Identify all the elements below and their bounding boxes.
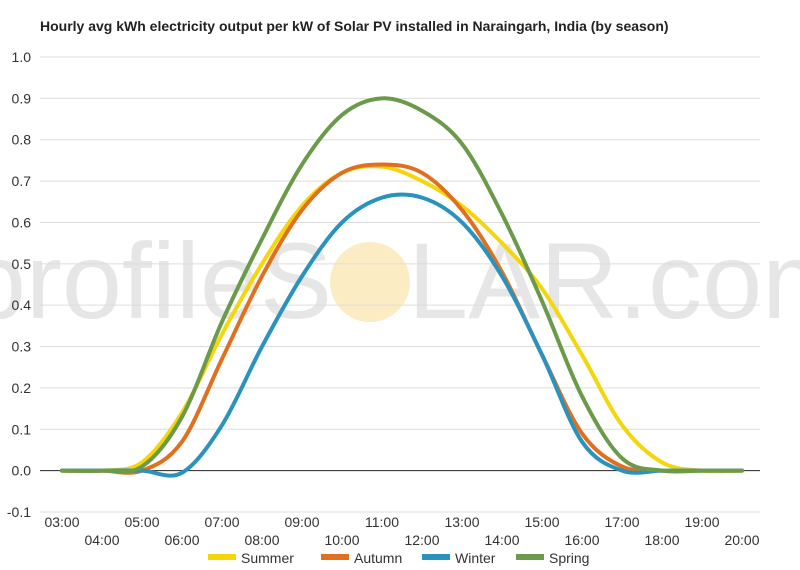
y-axis: 1.0 0.9 0.8 0.7 0.6 0.5 0.4 0.3 0.2 0.1 0.0 -0.1 [7,49,31,520]
x-tick-label: 05:00 [124,514,159,530]
x-tick-label: 15:00 [524,514,559,530]
series-line-summer [60,164,744,474]
series-line-spring [60,96,744,474]
watermark-text-right: LAR.com [408,220,800,341]
series-line-autumn [60,162,744,475]
x-tick-label: 06:00 [164,532,199,548]
legend-swatch-summer [208,554,236,560]
x-tick-label: 03:00 [44,514,79,530]
legend-label-spring: Spring [549,550,589,566]
series-lines [60,96,744,478]
y-tick-label: 1.0 [12,49,32,65]
y-tick-label: 0.3 [12,339,32,355]
legend-swatch-winter [422,554,450,560]
legend-label-autumn: Autumn [354,550,402,566]
y-tick-label: 0.4 [12,297,32,313]
y-tick-label: -0.1 [7,504,31,520]
x-tick-label: 08:00 [244,532,279,548]
y-tick-label: 0.6 [12,214,32,230]
chart-title: Hourly avg kWh electricity output per kW… [40,18,669,34]
y-tick-label: 0.0 [12,463,32,479]
legend-swatch-autumn [321,554,349,560]
y-tick-label: 0.7 [12,173,32,189]
x-tick-label: 07:00 [204,514,239,530]
y-tick-label: 0.2 [12,380,32,396]
grid-lines [40,56,760,513]
legend-swatch-spring [516,554,544,560]
x-tick-label: 17:00 [604,514,639,530]
x-tick-label: 20:00 [724,532,759,548]
y-tick-label: 0.9 [12,90,32,106]
series-line-winter [60,192,744,478]
x-tick-label: 19:00 [684,514,719,530]
legend-item-summer: Summer [208,550,294,566]
x-tick-label: 18:00 [644,532,679,548]
legend-label-summer: Summer [241,550,294,566]
x-tick-label: 13:00 [444,514,479,530]
legend: Summer Autumn Winter Spring [208,550,589,566]
legend-item-autumn: Autumn [321,550,402,566]
y-tick-label: 0.5 [12,256,32,272]
y-tick-label: 0.1 [12,421,32,437]
x-tick-label: 11:00 [365,514,399,530]
watermark-sun-icon [330,242,410,322]
x-tick-label: 16:00 [564,532,599,548]
legend-item-spring: Spring [516,550,589,566]
legend-label-winter: Winter [455,550,496,566]
legend-item-winter: Winter [422,550,496,566]
x-axis: 03:00 04:00 05:00 06:00 07:00 08:00 09:00 10:00… [44,514,759,548]
x-tick-label: 10:00 [324,532,359,548]
watermark: profileS LAR.com [0,220,800,341]
x-tick-label: 09:00 [284,514,319,530]
x-tick-label: 04:00 [84,532,119,548]
x-tick-label: 12:00 [404,532,439,548]
y-tick-label: 0.8 [12,132,32,148]
x-tick-label: 14:00 [484,532,519,548]
